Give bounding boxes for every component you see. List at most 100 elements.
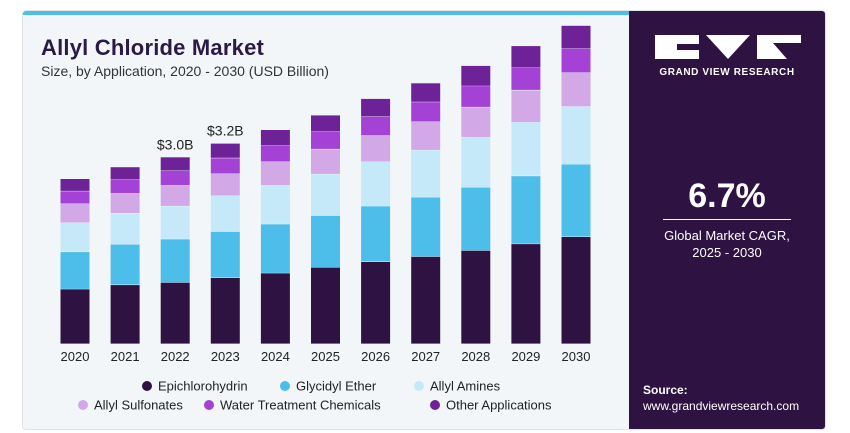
chart-title: Allyl Chloride Market xyxy=(41,35,265,60)
bar-segment-other-applications-2024 xyxy=(260,130,290,146)
bar-segment-allyl-amines-2023 xyxy=(210,196,240,232)
bar-segment-allyl-sulfonates-2021 xyxy=(110,193,140,213)
stacked-bar-chart: 2020 2021 $3.0B 2022 $3.2B 2023 2024 2025 2026 20… xyxy=(60,25,591,413)
x-tick-label-2026: 2026 xyxy=(361,349,390,364)
cagr-label-line1: Global Market CAGR, xyxy=(664,228,790,243)
bar-segment-allyl-amines-2025 xyxy=(311,174,340,216)
bar-segment-other-applications-2023 xyxy=(210,143,240,158)
bar-segment-epichlorohydrin-2027 xyxy=(411,256,441,344)
legend-label-epichlorohydrin: Epichlorohydrin xyxy=(158,379,248,394)
x-tick-label-2021: 2021 xyxy=(111,349,140,364)
bar-segment-glycidyl-ether-2027 xyxy=(411,197,441,257)
legend-swatch-glycidyl-ether xyxy=(280,381,290,391)
bar-segment-other-applications-2030 xyxy=(561,25,591,49)
bar-segment-water-treatment-chemicals-2022 xyxy=(160,171,190,186)
bar-segment-epichlorohydrin-2026 xyxy=(361,262,391,344)
legend-label-water-treatment-chemicals: Water Treatment Chemicals xyxy=(220,398,381,413)
bar-segment-glycidyl-ether-2025 xyxy=(311,215,340,268)
cagr-divider xyxy=(663,219,791,220)
x-tick-label-2028: 2028 xyxy=(461,349,490,364)
bar-segment-allyl-amines-2020 xyxy=(60,222,90,252)
bar-segment-glycidyl-ether-2021 xyxy=(110,244,140,285)
bar-segment-allyl-sulfonates-2023 xyxy=(210,173,240,196)
infographic-card: Allyl Chloride Market Size, by Applicati… xyxy=(22,10,826,430)
cagr-label-line2: 2025 - 2030 xyxy=(692,245,762,260)
bar-segment-allyl-amines-2024 xyxy=(260,185,290,224)
bar-segment-water-treatment-chemicals-2029 xyxy=(511,67,541,90)
source-label: Source: xyxy=(643,383,688,397)
bar-segment-water-treatment-chemicals-2027 xyxy=(411,102,441,122)
x-tick-label-2025: 2025 xyxy=(311,349,340,364)
bar-segment-other-applications-2026 xyxy=(361,98,391,117)
legend-swatch-allyl-amines xyxy=(414,381,424,391)
bar-segment-other-applications-2028 xyxy=(461,65,491,86)
x-tick-label-2030: 2030 xyxy=(562,349,591,364)
accent-bar xyxy=(23,11,629,15)
bar-segment-allyl-sulfonates-2030 xyxy=(561,72,591,107)
bar-segment-epichlorohydrin-2022 xyxy=(160,282,190,344)
bar-segment-water-treatment-chemicals-2021 xyxy=(110,179,140,194)
bar-segment-allyl-amines-2028 xyxy=(461,137,491,188)
bar-segment-allyl-sulfonates-2027 xyxy=(411,122,441,150)
x-tick-label-2029: 2029 xyxy=(511,349,540,364)
bar-segment-water-treatment-chemicals-2028 xyxy=(461,86,491,107)
bar-segment-epichlorohydrin-2023 xyxy=(210,278,240,344)
bar-segment-allyl-amines-2030 xyxy=(561,106,591,164)
bar-segment-epichlorohydrin-2025 xyxy=(311,267,340,344)
bar-segment-glycidyl-ether-2026 xyxy=(361,206,391,262)
bar-segment-allyl-sulfonates-2029 xyxy=(511,90,541,123)
bar-segment-water-treatment-chemicals-2025 xyxy=(311,131,340,149)
cagr-label: Global Market CAGR, 2025 - 2030 xyxy=(629,227,825,261)
x-tick-label-2022: 2022 xyxy=(161,349,190,364)
bar-segment-allyl-sulfonates-2024 xyxy=(260,162,290,186)
bar-segment-water-treatment-chemicals-2020 xyxy=(60,191,90,204)
brand-name: GRAND VIEW RESEARCH xyxy=(659,67,795,78)
legend-label-allyl-amines: Allyl Amines xyxy=(430,379,501,394)
x-tick-label-2027: 2027 xyxy=(411,349,440,364)
data-label-2023: $3.2B xyxy=(207,123,244,139)
bar-segment-glycidyl-ether-2029 xyxy=(511,176,541,244)
bar-segment-water-treatment-chemicals-2026 xyxy=(361,116,391,136)
bar-segment-glycidyl-ether-2022 xyxy=(160,239,190,283)
bar-segment-other-applications-2021 xyxy=(110,167,140,180)
source-link[interactable]: www.grandviewresearch.com xyxy=(643,399,800,413)
x-tick-label-2020: 2020 xyxy=(61,349,90,364)
bar-segment-other-applications-2027 xyxy=(411,83,441,102)
bar-segment-allyl-amines-2026 xyxy=(361,162,391,206)
bar-segment-glycidyl-ether-2020 xyxy=(60,252,90,289)
x-tick-label-2024: 2024 xyxy=(261,349,290,364)
bar-segment-epichlorohydrin-2030 xyxy=(561,237,591,344)
bar-segment-water-treatment-chemicals-2030 xyxy=(561,48,591,73)
grand-view-research-logo xyxy=(655,35,801,59)
cagr-value: 6.7% xyxy=(688,177,766,215)
bar-segment-epichlorohydrin-2020 xyxy=(60,289,90,344)
bar-segment-water-treatment-chemicals-2024 xyxy=(260,145,290,162)
bar-segment-water-treatment-chemicals-2023 xyxy=(210,158,240,174)
bar-segment-allyl-sulfonates-2026 xyxy=(361,135,391,162)
bar-segment-glycidyl-ether-2024 xyxy=(260,224,290,273)
legend-swatch-other-applications xyxy=(430,400,440,410)
x-tick-label-2023: 2023 xyxy=(211,349,240,364)
bar-segment-allyl-sulfonates-2025 xyxy=(311,149,340,174)
bar-segment-epichlorohydrin-2021 xyxy=(110,285,140,344)
legend-label-glycidyl-ether: Glycidyl Ether xyxy=(296,379,377,394)
data-label-2022: $3.0B xyxy=(157,136,194,152)
bar-segment-allyl-sulfonates-2020 xyxy=(60,204,90,223)
bar-segment-allyl-amines-2027 xyxy=(411,150,441,197)
bar-segment-allyl-sulfonates-2028 xyxy=(461,107,491,138)
bar-segment-other-applications-2020 xyxy=(60,179,90,191)
legend-swatch-allyl-sulfonates xyxy=(78,400,88,410)
sidebar-panel: GRAND VIEW RESEARCH 6.7% Global Market C… xyxy=(629,11,825,429)
legend-swatch-water-treatment-chemicals xyxy=(204,400,214,410)
bar-segment-epichlorohydrin-2024 xyxy=(260,273,290,344)
bar-segment-other-applications-2025 xyxy=(311,115,340,132)
bar-segment-epichlorohydrin-2029 xyxy=(511,244,541,344)
legend-label-allyl-sulfonates: Allyl Sulfonates xyxy=(94,398,183,413)
bar-segment-allyl-sulfonates-2022 xyxy=(160,185,190,206)
bar-segment-other-applications-2022 xyxy=(160,157,190,171)
legend-swatch-epichlorohydrin xyxy=(142,381,152,391)
bar-segment-epichlorohydrin-2028 xyxy=(461,250,491,344)
bar-segment-allyl-amines-2022 xyxy=(160,206,190,239)
bar-segment-glycidyl-ether-2030 xyxy=(561,164,591,237)
bar-segment-allyl-amines-2021 xyxy=(110,213,140,245)
